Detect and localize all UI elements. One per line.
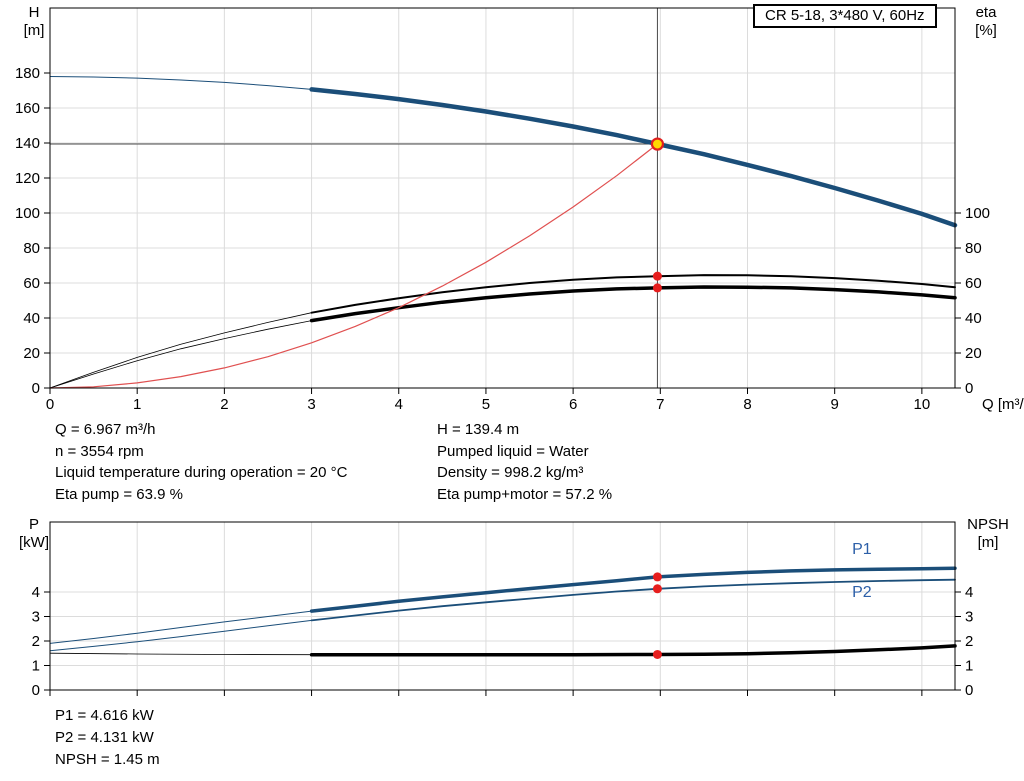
y-tick-label-left: 140 — [15, 135, 40, 152]
annotation-head: H = 139.4 m — [437, 421, 520, 438]
p2-curve-thin — [49, 619, 312, 652]
plot-frame — [49, 521, 956, 691]
eta-pump-curve-thin — [49, 312, 312, 389]
npsh-curve — [309, 644, 957, 657]
npsh-axis-label-unit: [m] — [977, 534, 999, 551]
y-tick-label-left: 3 — [32, 608, 40, 625]
head-curve — [309, 87, 958, 228]
x-tick-label: 4 — [395, 396, 403, 413]
annotation-block-bottom: P1 = 4.616 kW P2 = 4.131 kW NPSH = 1.45 … — [55, 705, 160, 771]
p1-curve-thin — [49, 610, 312, 644]
h-axis-label-symbol: H — [28, 4, 40, 21]
annotation-temperature: Liquid temperature during operation = 20… — [55, 464, 348, 481]
x-tick-label: 9 — [831, 396, 839, 413]
npsh-curve-thin — [49, 652, 312, 656]
eta-pump-motor-point — [652, 283, 662, 293]
eta-axis-label: eta [%] — [966, 4, 1006, 40]
p1-point — [652, 572, 662, 582]
y-tick-label-right: 2 — [965, 633, 973, 650]
h-axis-label: H [m] — [16, 4, 52, 40]
duty-point — [650, 137, 665, 151]
y-tick-label-left: 40 — [23, 310, 40, 327]
p-axis-label-unit: [kW] — [19, 534, 49, 551]
npsh-point — [652, 649, 662, 659]
annotation-block-right: H = 139.4 m Pumped liquid = Water Densit… — [437, 419, 612, 505]
p2-label: P2 — [852, 584, 872, 601]
p2-curve — [310, 578, 956, 622]
y-tick-label-right: 20 — [965, 345, 982, 362]
annotation-block-left: Q = 6.967 m³/h n = 3554 rpm Liquid tempe… — [55, 419, 347, 505]
eta-pump-motor-curve-thin — [49, 320, 312, 389]
x-tick-label: 1 — [133, 396, 141, 413]
annotation-eta-pump-motor: Eta pump+motor = 57.2 % — [437, 485, 613, 503]
y-tick-label-right: 100 — [965, 205, 990, 222]
eta-pump-motor-curve — [309, 285, 957, 323]
y-tick-label-left: 0 — [32, 380, 40, 397]
p1-curve — [309, 566, 957, 613]
y-tick-label-left: 80 — [23, 240, 40, 257]
annotation-p2: P2 = 4.131 kW — [55, 729, 154, 746]
y-tick-label-right: 60 — [965, 275, 982, 292]
eta-axis-label-symbol: eta — [975, 4, 997, 21]
p-axis-label-symbol: P — [28, 516, 39, 533]
annotation-p1: P1 = 4.616 kW — [55, 707, 154, 724]
npsh-axis-label-symbol: NPSH — [967, 516, 1009, 533]
eta-pump-point — [652, 271, 662, 281]
eta-axis-label-unit: [%] — [975, 22, 997, 39]
x-tick-label: 3 — [307, 396, 315, 413]
annotation-density: Density = 998.2 kg/m³ — [437, 464, 584, 481]
annotation-eta-pump: Eta pump = 63.9 % — [55, 485, 183, 503]
y-tick-label-right: 80 — [965, 240, 982, 257]
x-tick-label: 8 — [743, 396, 751, 413]
npsh-axis-label: NPSH [m] — [962, 516, 1014, 552]
y-tick-label-left: 2 — [32, 633, 40, 650]
y-tick-label-right: 3 — [965, 608, 973, 625]
p2-point — [652, 584, 662, 594]
y-tick-label-right: 0 — [965, 682, 973, 699]
x-tick-label: 7 — [656, 396, 664, 413]
x-tick-label: 0 — [46, 396, 54, 413]
performance-chart: 0 1 2 3 4 5 6 7 8 9 100204060801001201401601800204… — [15, 7, 990, 413]
y-tick-label-right: 40 — [965, 310, 982, 327]
y-tick-label-left: 120 — [15, 170, 40, 187]
system-curve-curve — [49, 143, 658, 389]
q-axis-label: Q [m³/h] — [982, 396, 1024, 413]
y-tick-label-left: 100 — [15, 205, 40, 222]
x-tick-label: 2 — [220, 396, 228, 413]
y-tick-label-left: 1 — [32, 657, 40, 674]
annotation-speed: n = 3554 rpm — [55, 442, 144, 460]
x-tick-label: 5 — [482, 396, 490, 413]
y-tick-label-left: 180 — [15, 65, 40, 82]
y-tick-label-left: 0 — [32, 682, 40, 699]
y-tick-label-right: 1 — [965, 657, 973, 674]
y-tick-label-left: 160 — [15, 100, 40, 117]
power-chart: P1 P2 0 1 2 3 4 0 1 2 3 4 — [32, 521, 973, 699]
x-tick-label: 6 — [569, 396, 577, 413]
p-axis-label: P [kW] — [14, 516, 54, 552]
head-curve-thin — [49, 76, 312, 90]
x-tick-label: 10 — [914, 396, 931, 413]
p1-label: P1 — [852, 541, 872, 558]
y-tick-label-right: 4 — [965, 584, 973, 601]
plot-frame — [49, 7, 956, 389]
eta-pump-curve — [310, 274, 956, 314]
y-tick-label-left: 60 — [23, 275, 40, 292]
annotation-liquid: Pumped liquid = Water — [437, 442, 589, 460]
title-box: CR 5-18, 3*480 V, 60Hz — [753, 4, 937, 28]
y-tick-label-right: 0 — [965, 380, 973, 397]
y-tick-label-left: 4 — [32, 584, 40, 601]
annotation-flow: Q = 6.967 m³/h — [55, 421, 156, 438]
h-axis-label-unit: [m] — [23, 22, 45, 39]
annotation-npsh: NPSH = 1.45 m — [55, 751, 160, 768]
y-tick-label-left: 20 — [23, 345, 40, 362]
